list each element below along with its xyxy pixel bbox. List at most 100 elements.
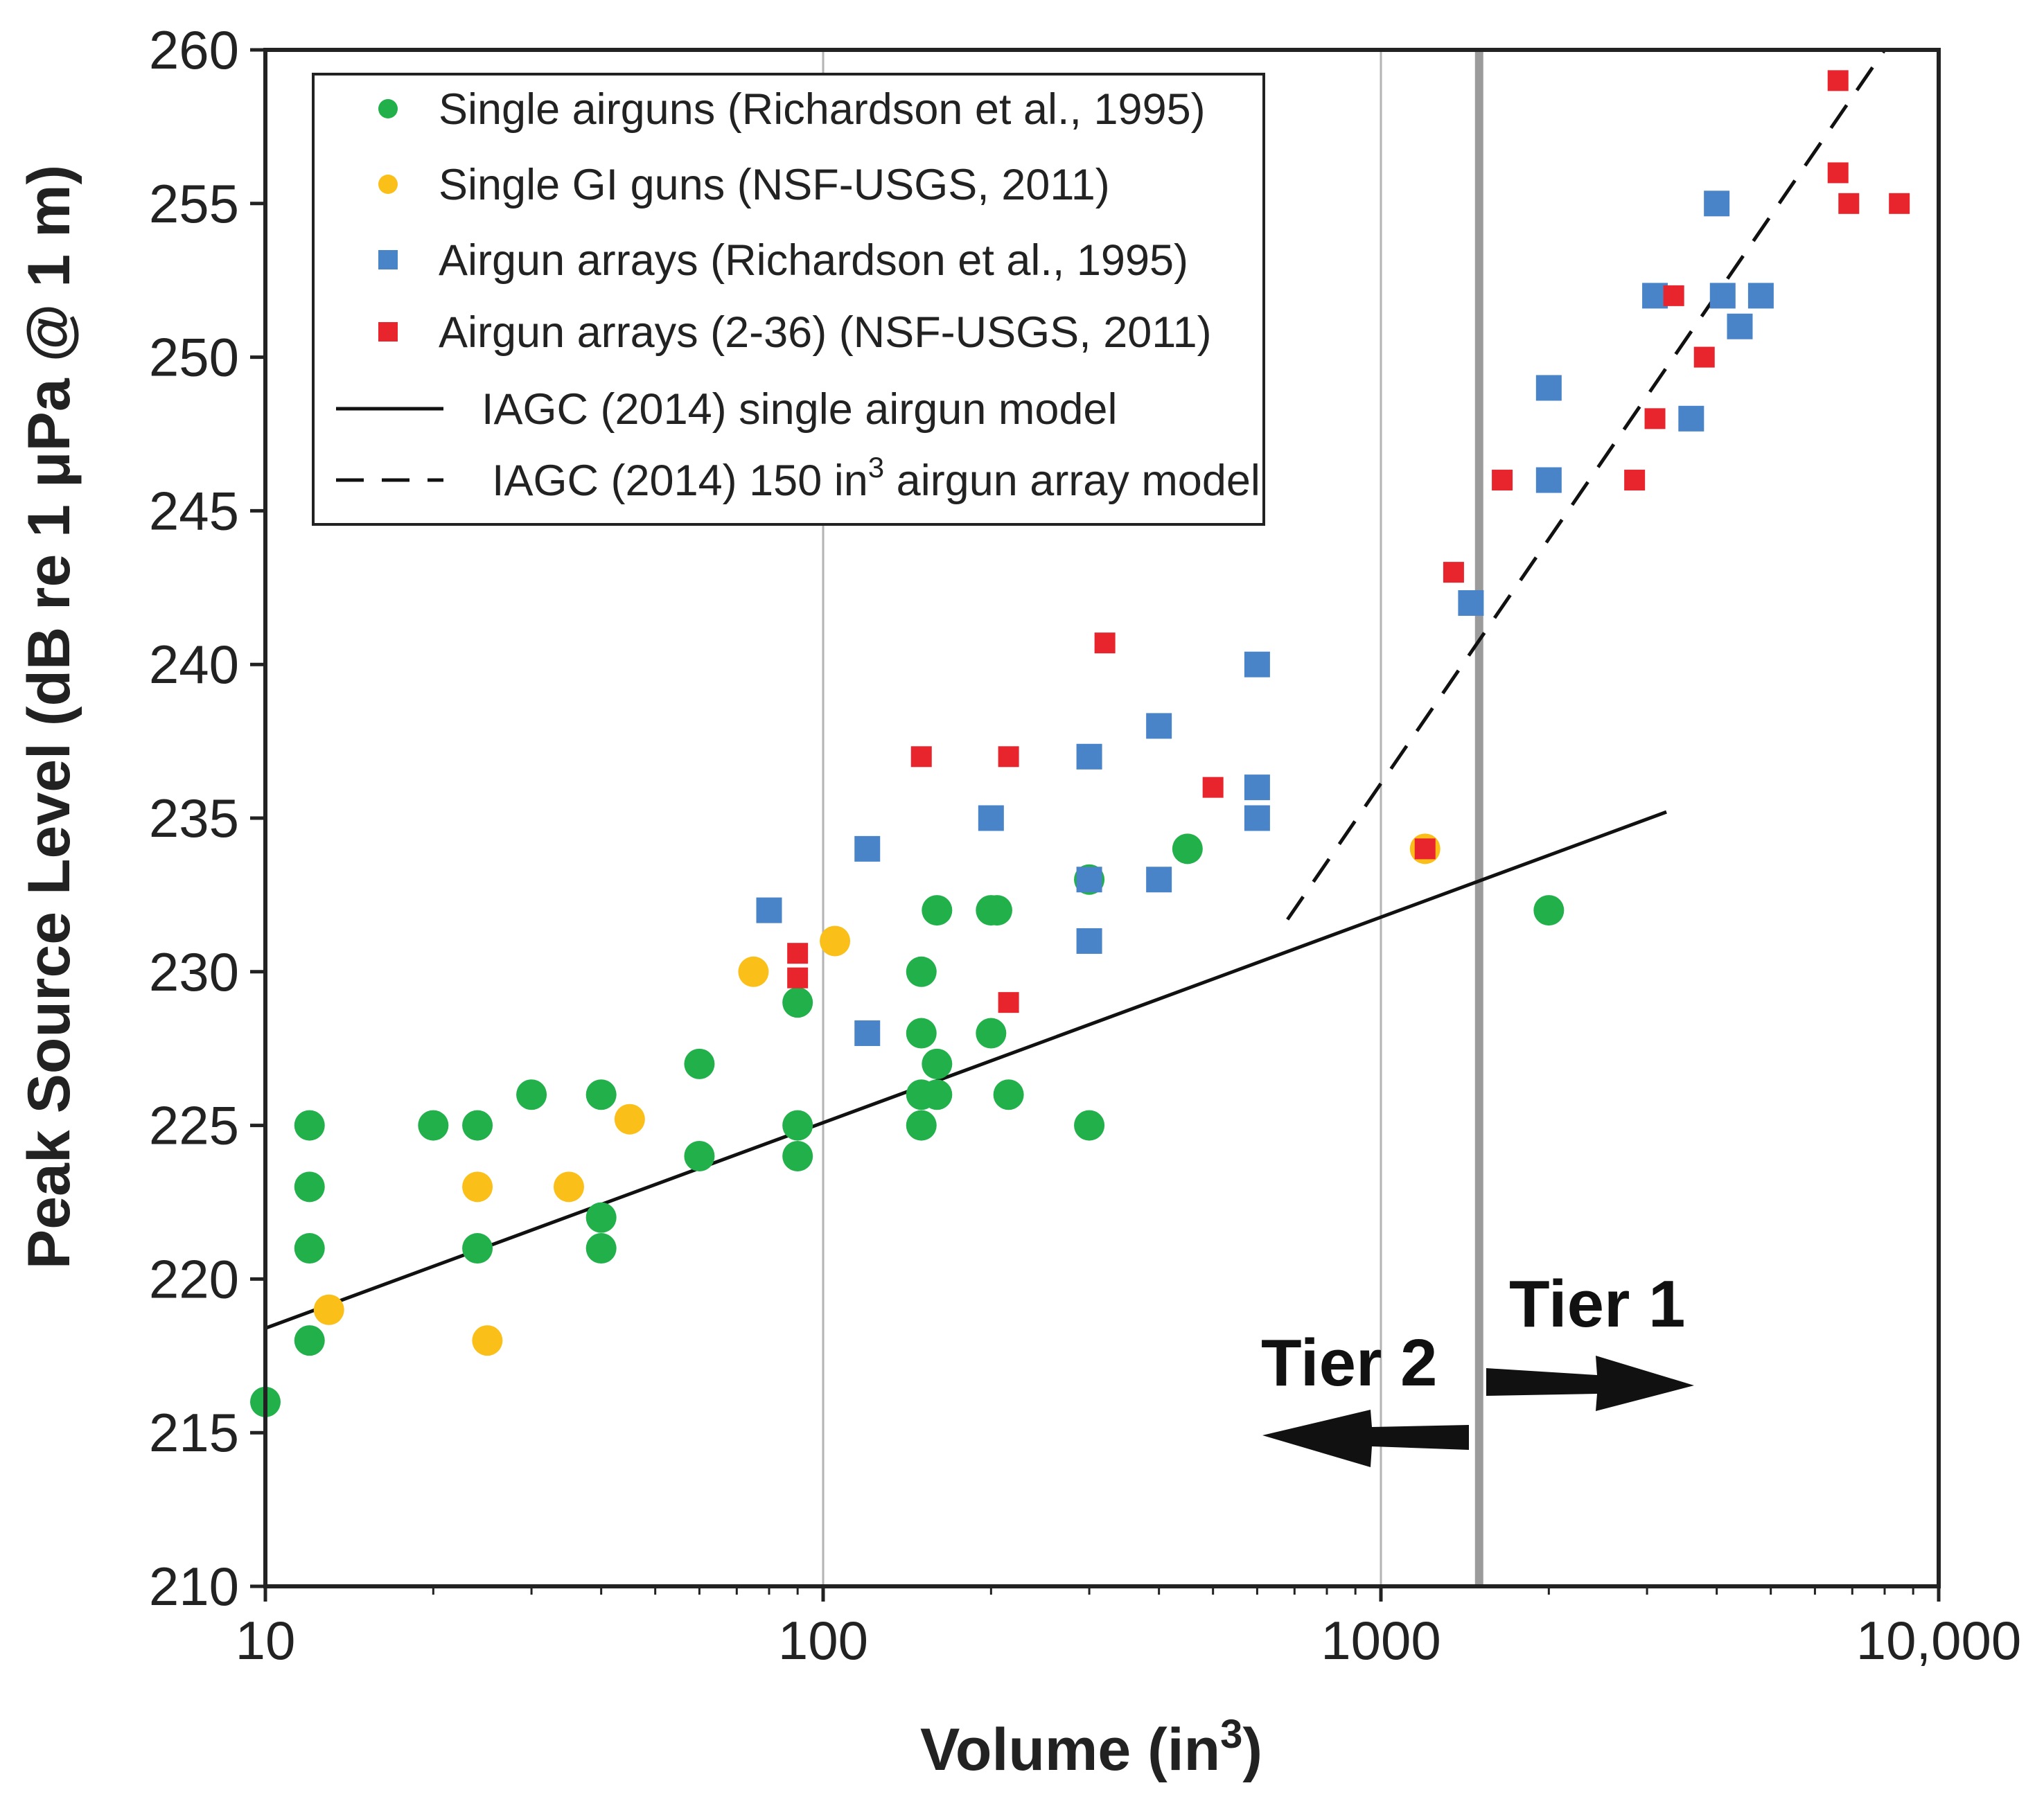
- x-tick-label: 10,000: [1856, 1610, 2022, 1671]
- point: [1244, 774, 1270, 801]
- x-tick-label: 1000: [1321, 1610, 1441, 1671]
- point: [1535, 375, 1562, 401]
- point: [981, 895, 1012, 926]
- x-tick-label: 100: [778, 1610, 868, 1671]
- legend-label-end: airgun array model: [884, 457, 1260, 505]
- point: [1644, 408, 1666, 429]
- legend-marker: [378, 99, 398, 118]
- x-axis-title-main: Volume (in: [920, 1717, 1220, 1783]
- y-axis-title: Peak Source Level (dB re 1 μPa @ 1 m): [16, 165, 82, 1269]
- series-airgun-arrays-2-36-nsf-usgs-2011: [787, 70, 1910, 1013]
- legend-label-sup: 3: [868, 451, 884, 484]
- y-tick-label: 225: [149, 1095, 239, 1156]
- point: [906, 1018, 937, 1049]
- point: [1244, 651, 1270, 677]
- point: [1693, 346, 1715, 368]
- legend-label-part: IAGC (2014) 150 in: [492, 457, 868, 505]
- point: [294, 1110, 325, 1141]
- tier-1-label: Tier 1: [1509, 1267, 1685, 1341]
- y-tick-label: 215: [149, 1402, 239, 1463]
- point: [906, 956, 937, 987]
- point: [462, 1110, 493, 1141]
- point: [472, 1325, 503, 1356]
- point: [462, 1233, 493, 1264]
- point: [1709, 283, 1736, 309]
- point: [1202, 777, 1224, 798]
- series-single-airguns-richardson-et-al-1995: [250, 833, 1565, 1417]
- point: [1492, 470, 1513, 491]
- point: [1172, 833, 1203, 865]
- legend-label: Airgun arrays (Richardson et al., 1995): [439, 236, 1188, 285]
- y-tick-label: 220: [149, 1248, 239, 1309]
- point: [1458, 590, 1484, 616]
- point: [1889, 193, 1910, 214]
- legend-label: Airgun arrays (2-36) (NSF-USGS, 2011): [439, 308, 1212, 357]
- tier-annotations: Tier 1 Tier 2: [1261, 1267, 1694, 1467]
- point: [294, 1325, 325, 1356]
- legend-label: IAGC (2014) single airgun model: [482, 385, 1117, 434]
- point: [684, 1140, 715, 1171]
- point: [906, 1110, 937, 1141]
- point: [976, 1018, 1007, 1049]
- array-model-line: [1286, 48, 1887, 921]
- single-airgun-model-line: [265, 810, 1667, 1330]
- point: [1827, 70, 1849, 91]
- point: [418, 1110, 449, 1141]
- point: [787, 967, 809, 989]
- point: [993, 1079, 1024, 1110]
- point: [1533, 895, 1565, 926]
- point: [782, 1110, 813, 1141]
- point: [1535, 467, 1562, 493]
- point: [820, 925, 851, 957]
- point: [978, 805, 1004, 831]
- x-axis-ticks: 10 100 1000 10,000: [236, 1586, 2022, 1671]
- point: [585, 1202, 617, 1233]
- y-tick-label: 250: [149, 327, 239, 388]
- legend-marker: [378, 322, 398, 342]
- x-axis-title: Volume (in3): [920, 1712, 1262, 1783]
- legend: Single airguns (Richardson et al., 1995)…: [312, 73, 1265, 526]
- tier-1-arrow: [1486, 1356, 1694, 1411]
- legend-label: Single airguns (Richardson et al., 1995): [439, 85, 1206, 134]
- point: [1414, 838, 1436, 860]
- y-tick-label: 255: [149, 173, 239, 234]
- y-tick-label: 260: [149, 19, 239, 80]
- legend-label: IAGC (2014) 150 in3 airgun array model: [492, 451, 1260, 505]
- point: [1076, 928, 1102, 954]
- point: [1074, 1110, 1105, 1141]
- point: [684, 1048, 715, 1079]
- legend-box: [312, 73, 1265, 526]
- y-tick-label: 210: [149, 1556, 239, 1617]
- point: [462, 1171, 493, 1203]
- point: [1838, 193, 1860, 214]
- point: [782, 1140, 813, 1171]
- x-tick-label: 10: [236, 1610, 296, 1671]
- point: [1146, 867, 1172, 893]
- point: [1678, 405, 1704, 432]
- model-lines: [265, 48, 1887, 1330]
- point: [585, 1233, 617, 1264]
- point: [516, 1079, 547, 1110]
- point: [1663, 285, 1684, 306]
- point: [553, 1171, 584, 1203]
- point: [1076, 867, 1102, 893]
- point: [1747, 283, 1774, 309]
- legend-entries: Single airguns (Richardson et al., 1995)…: [336, 85, 1260, 505]
- y-tick-label: 235: [149, 788, 239, 849]
- point: [1076, 743, 1102, 770]
- point: [1827, 162, 1849, 184]
- point: [756, 897, 782, 923]
- point: [998, 746, 1019, 768]
- x-axis-title-end: ): [1242, 1717, 1262, 1783]
- series-single-gi-guns-nsf-usgs-2011: [313, 833, 1441, 1356]
- point: [998, 992, 1019, 1013]
- point: [1727, 313, 1753, 339]
- point: [313, 1294, 344, 1325]
- point: [1244, 805, 1270, 831]
- tier-2-arrow: [1262, 1410, 1469, 1467]
- x-axis-title-sup: 3: [1220, 1712, 1242, 1757]
- point: [922, 1079, 953, 1110]
- y-tick-label: 245: [149, 480, 239, 541]
- point: [1443, 562, 1464, 583]
